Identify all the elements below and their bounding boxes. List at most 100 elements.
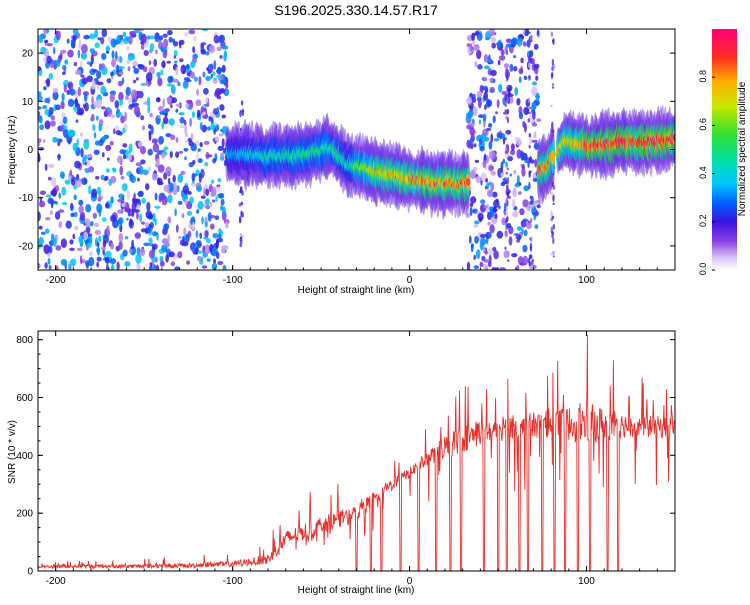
noise-blob: [530, 236, 533, 243]
noise-blob: [164, 108, 170, 112]
noise-blob: [70, 258, 77, 267]
noise-blob: [518, 112, 524, 120]
noise-blob: [510, 149, 516, 156]
noise-blob: [493, 138, 500, 142]
noise-blob: [167, 29, 173, 36]
noise-blob: [136, 77, 139, 81]
noise-blob: [70, 39, 75, 48]
noise-blob: [527, 62, 531, 69]
noise-blob: [503, 111, 508, 115]
noise-blob: [469, 126, 475, 136]
noise-blob: [218, 228, 222, 233]
noise-blob: [533, 131, 537, 139]
snr-xlabel: Height of straight line (km): [298, 585, 415, 596]
noise-blob: [203, 87, 209, 95]
noise-blob: [241, 109, 244, 113]
noise-blob: [522, 29, 526, 35]
noise-blob: [486, 182, 490, 190]
noise-blob: [89, 33, 96, 40]
noise-blob: [116, 64, 119, 74]
noise-blob: [492, 115, 496, 124]
noise-blob: [495, 198, 499, 203]
noise-blob: [45, 217, 51, 221]
colorbar-tick-label: 0.2: [698, 215, 708, 228]
noise-blob: [116, 261, 120, 270]
noise-blob: [140, 44, 145, 50]
noise-blob: [46, 55, 52, 64]
noise-blob: [182, 80, 189, 89]
noise-blob: [146, 201, 151, 212]
noise-blob: [44, 39, 49, 44]
noise-blob: [530, 218, 533, 223]
noise-blob: [225, 83, 229, 89]
noise-blob: [219, 55, 223, 59]
noise-blob: [469, 202, 474, 208]
noise-blob: [137, 177, 140, 182]
noise-blob: [148, 131, 152, 142]
noise-blob: [40, 231, 46, 235]
noise-blob: [162, 201, 166, 206]
noise-blob: [202, 111, 206, 116]
noise-blob: [96, 84, 100, 91]
noise-blob: [76, 138, 79, 147]
noise-blob: [69, 247, 75, 251]
noise-blob: [124, 236, 129, 240]
noise-blob: [148, 213, 153, 220]
noise-blob: [159, 256, 164, 263]
noise-blob: [130, 175, 137, 184]
noise-blob: [137, 141, 143, 148]
noise-blob: [94, 222, 99, 228]
noise-blob: [173, 50, 178, 57]
noise-blob: [219, 104, 225, 111]
noise-blob: [527, 118, 530, 123]
noise-blob: [152, 231, 158, 237]
noise-blob: [217, 145, 224, 151]
noise-blob: [529, 137, 532, 145]
noise-blob: [111, 58, 116, 68]
noise-blob: [96, 70, 102, 79]
noise-blob: [116, 34, 122, 45]
noise-blob: [223, 53, 227, 62]
noise-blob: [83, 139, 90, 150]
noise-blob: [507, 156, 513, 162]
noise-blob: [159, 111, 165, 115]
noise-blob: [105, 202, 110, 209]
noise-blob: [527, 161, 530, 168]
noise-blob: [186, 63, 190, 70]
noise-blob: [198, 75, 202, 86]
noise-blob: [497, 39, 502, 48]
noise-blob: [525, 29, 530, 36]
noise-blob: [162, 228, 168, 236]
noise-blob: [469, 43, 473, 53]
noise-blob: [520, 151, 525, 161]
noise-blob: [129, 249, 133, 254]
noise-blob: [473, 224, 479, 228]
noise-blob: [180, 170, 186, 175]
noise-blob: [142, 125, 145, 131]
noise-blob: [43, 86, 47, 91]
noise-blob: [214, 215, 220, 220]
noise-blob: [172, 41, 179, 47]
noise-blob: [170, 84, 176, 95]
noise-blob: [179, 117, 185, 124]
noise-blob: [154, 205, 161, 209]
noise-blob: [189, 196, 195, 204]
snr-plot: [38, 334, 675, 571]
noise-blob: [466, 139, 472, 149]
noise-blob: [240, 100, 244, 106]
noise-blob: [68, 263, 72, 270]
noise-blob: [124, 261, 131, 267]
noise-blob: [105, 45, 110, 52]
noise-blob: [217, 178, 222, 183]
noise-blob: [43, 56, 48, 63]
noise-blob: [209, 215, 216, 219]
noise-blob: [482, 77, 488, 82]
noise-blob: [52, 238, 57, 247]
noise-blob: [212, 258, 217, 264]
noise-blob: [92, 124, 96, 132]
noise-blob: [529, 156, 532, 162]
noise-blob: [155, 158, 160, 167]
noise-blob: [486, 189, 494, 198]
noise-blob: [52, 187, 57, 197]
noise-blob: [518, 191, 522, 195]
